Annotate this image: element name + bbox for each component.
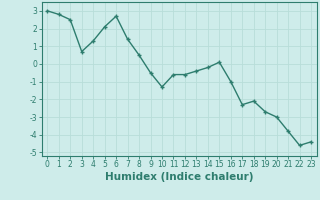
X-axis label: Humidex (Indice chaleur): Humidex (Indice chaleur) (105, 172, 253, 182)
